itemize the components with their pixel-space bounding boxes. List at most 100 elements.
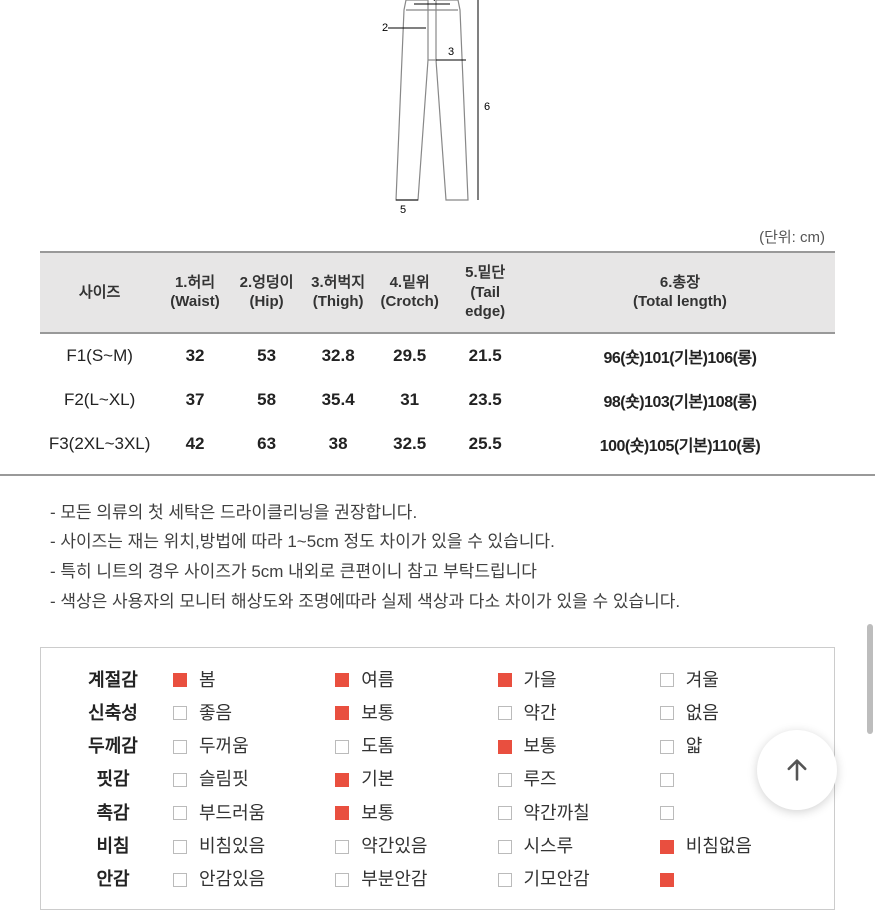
checkbox-unchecked-icon [335,740,349,754]
attribute-option-text: 좋음 [199,697,232,730]
scroll-top-button[interactable] [757,730,837,810]
checkbox-unchecked-icon [173,873,187,887]
attribute-option-text: 두꺼움 [199,730,249,763]
attribute-option: 도톰 [335,730,497,763]
attribute-label: 두께감 [53,730,173,763]
attribute-row: 두께감 두꺼움 도톰 보통 얇 [53,730,822,763]
checkbox-checked-icon [335,806,349,820]
table-cell: 98(숏)103(기본)108(롱) [525,378,835,422]
note-line: 사이즈는 재는 위치,방법에 따라 1~5cm 정도 차이가 있을 수 있습니다… [50,527,825,557]
table-cell: 100(숏)105(기본)110(롱) [525,422,835,466]
table-row: F3(2XL~3XL)42633832.525.5100(숏)105(기본)11… [40,422,835,466]
attribute-option: 가을 [498,664,660,697]
size-table-header: 사이즈 [40,252,159,333]
table-row: F2(L~XL)375835.43123.598(숏)103(기본)108(롱) [40,378,835,422]
attribute-row: 촉감부드러움보통약간까칠 [53,797,822,830]
unit-label: (단위: cm) [0,220,875,251]
attribute-option: 보통 [335,697,497,730]
checkbox-unchecked-icon [173,773,187,787]
checkbox-unchecked-icon [660,740,674,754]
attribute-option-text: 겨울 [686,664,719,697]
attribute-option: 약간있음 [335,830,497,863]
attribute-option: 없음 [660,697,822,730]
attribute-option-text: 보통 [361,697,394,730]
checkbox-unchecked-icon [173,840,187,854]
attribute-option: 보통 [498,730,660,763]
table-row: F1(S~M)325332.829.521.596(숏)101(기본)106(롱… [40,333,835,378]
attribute-option-text: 약간있음 [361,830,427,863]
size-table-header: 2.엉덩이(Hip) [231,252,303,333]
scrollbar-thumb[interactable] [867,624,873,734]
diagram-label-2: 2 [382,22,388,34]
table-cell: 25.5 [445,422,525,466]
table-cell: F1(S~M) [40,333,159,378]
checkbox-checked-icon [335,773,349,787]
attribute-option: 비침있음 [173,830,335,863]
table-cell: 63 [231,422,303,466]
size-table-header: 6.총장(Total length) [525,252,835,333]
attribute-label: 안감 [53,863,173,896]
attribute-option-text: 루즈 [524,763,557,796]
checkbox-unchecked-icon [660,773,674,787]
attribute-label: 촉감 [53,797,173,830]
table-cell: 31 [374,378,446,422]
attribute-option-text: 도톰 [361,730,394,763]
attribute-option-text: 얇 [686,730,703,763]
table-cell: F3(2XL~3XL) [40,422,159,466]
attribute-option: 보통 [335,797,497,830]
attribute-option-text: 슬림핏 [199,763,249,796]
diagram-label-3: 3 [448,46,454,58]
table-cell: 96(숏)101(기본)106(롱) [525,333,835,378]
checkbox-unchecked-icon [335,840,349,854]
attribute-option-text: 보통 [524,730,557,763]
table-cell: 32 [159,333,231,378]
attribute-label: 핏감 [53,763,173,796]
checkbox-unchecked-icon [660,806,674,820]
table-cell: 37 [159,378,231,422]
size-table-header: 5.밑단(Tail edge) [445,252,525,333]
attribute-option: 부분안감 [335,863,497,896]
checkbox-unchecked-icon [173,706,187,720]
attribute-option-text: 비침있음 [199,830,265,863]
table-cell: F2(L~XL) [40,378,159,422]
attribute-option: 비침없음 [660,830,822,863]
table-cell: 35.4 [302,378,374,422]
checkbox-checked-icon [498,673,512,687]
attribute-option: 약간 [498,697,660,730]
size-table-header: 1.허리(Waist) [159,252,231,333]
attribute-option: 루즈 [498,763,660,796]
attribute-option-text: 봄 [199,664,216,697]
table-cell: 38 [302,422,374,466]
attribute-option-text: 보통 [361,797,394,830]
checkbox-unchecked-icon [498,706,512,720]
checkbox-unchecked-icon [498,840,512,854]
note-line: 색상은 사용자의 모니터 해상도와 조명에따라 실제 색상과 다소 차이가 있을… [50,587,825,617]
notes: 모든 의류의 첫 세탁은 드라이클리닝을 권장합니다.사이즈는 재는 위치,방법… [0,498,875,617]
checkbox-unchecked-icon [335,873,349,887]
attribute-option-text: 기본 [361,763,394,796]
table-cell: 29.5 [374,333,446,378]
attribute-option: 기모안감 [498,863,660,896]
attribute-row: 신축성 좋음 보통 약간 없음 [53,697,822,730]
attribute-option-text: 시스루 [524,830,574,863]
table-cell: 58 [231,378,303,422]
checkbox-checked-icon [335,673,349,687]
attribute-label: 신축성 [53,697,173,730]
checkbox-checked-icon [660,840,674,854]
attribute-option-text: 약간 [524,697,557,730]
attribute-option: 안감있음 [173,863,335,896]
attribute-option: 시스루 [498,830,660,863]
checkbox-unchecked-icon [660,706,674,720]
checkbox-checked-icon [498,740,512,754]
attribute-option: 두꺼움 [173,730,335,763]
attribute-box: 계절감봄여름가을겨울신축성좋음보통약간없음두께감두꺼움도톰보통얇핏감슬림핏기본루… [40,647,835,910]
size-table-wrap: 사이즈1.허리(Waist)2.엉덩이(Hip)3.허벅지(Thigh)4.밑위… [0,251,875,476]
arrow-up-icon [783,756,811,784]
attribute-option: 봄 [173,664,335,697]
diagram-label-4: 4 [430,0,436,4]
attribute-option: 슬림핏 [173,763,335,796]
attribute-label: 계절감 [53,664,173,697]
attribute-option [660,863,822,896]
attribute-option-text: 여름 [361,664,394,697]
attribute-option: 약간까칠 [498,797,660,830]
